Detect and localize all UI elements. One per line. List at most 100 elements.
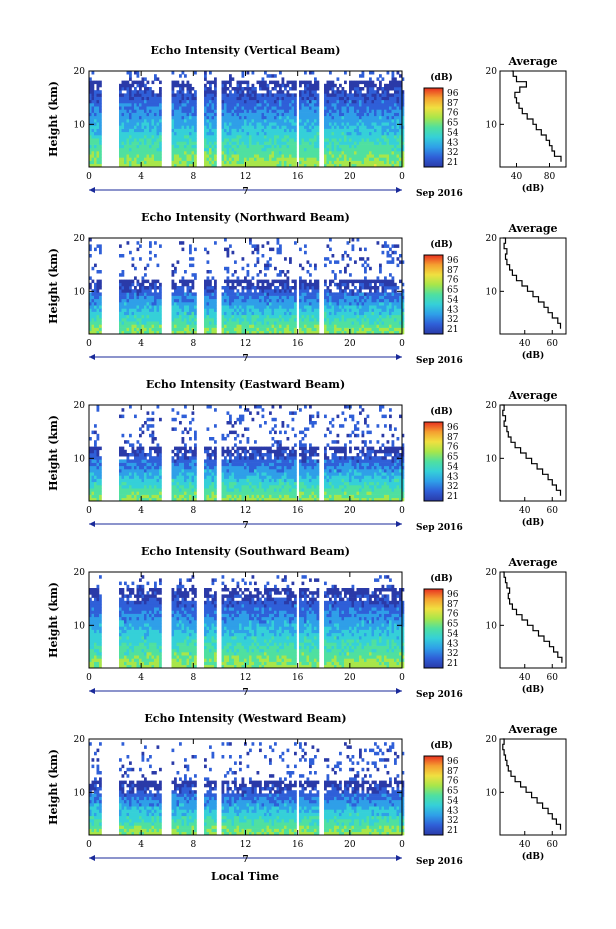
heatmap-cell	[291, 119, 295, 123]
colorbar-tick-label: 54	[447, 295, 459, 305]
heatmap-cell	[339, 282, 342, 287]
heatmap-cell	[341, 112, 345, 117]
heatmap-cell	[316, 80, 320, 85]
heatmap-cell	[264, 103, 267, 107]
heatmap-cell	[301, 144, 305, 149]
heatmap-cell	[226, 302, 230, 306]
heatmap-cell	[396, 135, 400, 139]
heatmap-cell	[314, 308, 317, 312]
heatmap-cell	[341, 295, 345, 300]
heatmap-cell	[124, 128, 127, 133]
heatmap-cell	[141, 324, 145, 328]
heatmap-cell	[119, 289, 122, 293]
heatmap-cell	[329, 138, 332, 142]
heatmap-cell	[194, 93, 197, 97]
x-tick-label: 4	[138, 339, 144, 349]
heatmap-cell	[351, 305, 355, 309]
heatmap-cell	[91, 157, 95, 161]
heatmap-cell	[311, 151, 315, 155]
heatmap-cell	[184, 292, 187, 296]
heatmap-cell	[154, 308, 157, 312]
heatmap-cell	[281, 279, 285, 284]
heatmap-cell	[139, 318, 142, 322]
heatmap-cell	[324, 318, 327, 322]
heatmap-cell	[244, 286, 247, 290]
heatmap-cell	[226, 298, 230, 303]
heatmap-cell	[184, 282, 187, 287]
heatmap-cell	[249, 144, 252, 149]
heatmap-cell	[171, 305, 175, 309]
heatmap-cell	[279, 112, 282, 117]
heatmap-cell	[239, 157, 242, 161]
heatmap-cell	[279, 247, 282, 252]
heatmap-cell	[379, 122, 382, 126]
heatmap-cell	[144, 314, 147, 319]
heatmap-cell	[231, 151, 235, 155]
heatmap-cell	[324, 99, 327, 104]
heatmap-cell	[139, 282, 142, 287]
heatmap-cell	[239, 144, 242, 149]
heatmap-cell	[279, 295, 282, 300]
heatmap-cell	[401, 99, 405, 104]
heatmap-cell	[119, 324, 122, 328]
heatmap-cell	[239, 324, 242, 328]
heatmap-cell	[379, 109, 382, 113]
heatmap-cell	[386, 305, 390, 309]
heatmap-cell	[399, 154, 402, 158]
heatmap-cell	[359, 103, 362, 107]
heatmap-cell	[291, 308, 295, 312]
heatmap-cell	[394, 292, 397, 296]
heatmap-cell	[324, 154, 327, 158]
heatmap-cell	[181, 141, 185, 145]
heatmap-cell	[261, 96, 265, 101]
heatmap-cell	[184, 74, 187, 78]
heatmap-cell	[209, 83, 212, 88]
heatmap-cell	[191, 103, 195, 107]
heatmap-cell	[379, 263, 382, 268]
heatmap-cell	[351, 131, 355, 136]
heatmap-cell	[391, 160, 395, 165]
heatmap-cell	[91, 112, 95, 117]
heatmap-cell	[131, 147, 135, 152]
heatmap-cell	[214, 160, 217, 165]
heatmap-cell	[386, 330, 390, 335]
heatmap-cell	[184, 109, 187, 113]
heatmap-cell	[191, 99, 195, 104]
heatmap-cell	[374, 151, 377, 155]
heatmap-cell	[326, 311, 330, 316]
heatmap-cell	[329, 330, 332, 335]
heatmap-cell	[309, 298, 312, 303]
heatmap-cell	[134, 157, 137, 161]
heatmap-cell	[154, 96, 157, 101]
heatmap-cell	[364, 266, 367, 271]
heatmap-cell	[246, 324, 250, 328]
heatmap-cell	[134, 292, 137, 296]
heatmap-cell	[349, 93, 352, 97]
heatmap-cell	[326, 119, 330, 123]
heatmap-cell	[264, 141, 267, 145]
heatmap-cell	[96, 135, 100, 139]
heatmap-cell	[354, 163, 357, 168]
heatmap-cell	[384, 295, 387, 300]
heatmap-cell	[126, 289, 130, 293]
heatmap-cell	[146, 131, 150, 136]
heatmap-cell	[204, 119, 207, 123]
heatmap-cell	[134, 131, 137, 136]
heatmap-cell	[266, 112, 270, 117]
heatmap-cell	[91, 295, 95, 300]
heatmap-cell	[299, 119, 302, 123]
heatmap-cell	[121, 295, 125, 300]
heatmap-cell	[311, 141, 315, 145]
heatmap-cell	[206, 308, 210, 312]
heatmap-cell	[304, 90, 307, 94]
heatmap-cell	[334, 96, 337, 101]
heatmap-cell	[149, 115, 152, 120]
heatmap-cell	[146, 135, 150, 139]
heatmap-cell	[364, 144, 367, 149]
heatmap-cell	[249, 298, 252, 303]
heatmap-cell	[151, 282, 155, 287]
heatmap-cell	[94, 154, 97, 158]
heatmap-cell	[209, 311, 212, 316]
heatmap-cell	[151, 154, 155, 158]
heatmap-cell	[314, 77, 317, 81]
